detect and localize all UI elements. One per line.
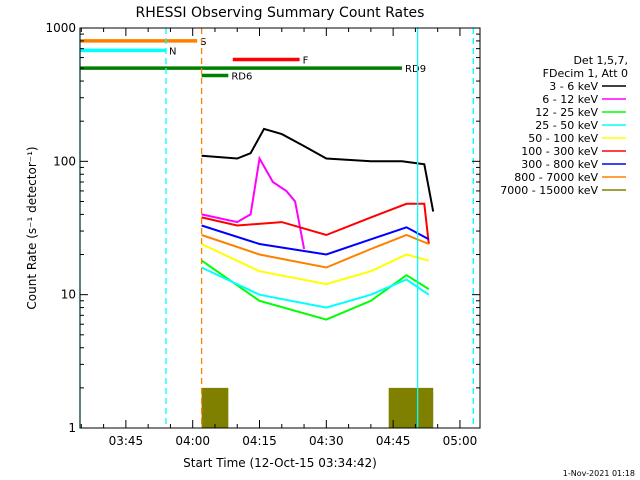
legend-label: 300 - 800 keV — [521, 158, 598, 171]
vertical-markers — [79, 28, 474, 428]
flag-label: RD9 — [405, 64, 426, 75]
chart-title: RHESSI Observing Summary Count Rates — [136, 5, 425, 21]
x-tick-label: 03:45 — [109, 434, 144, 448]
x-axis: 03:45 04:00 04:15 04:30 04:45 05:00 — [80, 28, 478, 448]
legend-label: 800 - 7000 keV — [514, 171, 598, 184]
plot-lines — [201, 127, 435, 428]
footer-date: 1-Nov-2021 01:18 — [563, 469, 635, 478]
flag-label: N — [169, 46, 176, 57]
plot-frame — [79, 27, 481, 429]
flag-label: S — [200, 37, 206, 48]
series-band — [388, 387, 434, 428]
flag-label: F — [303, 56, 309, 67]
series-band — [201, 387, 229, 428]
y-tick-label: 1 — [68, 421, 76, 435]
legend-label: 12 - 25 keV — [535, 106, 598, 119]
series-line — [201, 155, 306, 250]
series-line — [201, 127, 435, 212]
y-tick-label: 100 — [53, 154, 76, 168]
y-axis: 1 10 100 1000 — [45, 21, 480, 435]
y-tick-label: 1000 — [45, 21, 76, 35]
legend-header: FDecim 1, Att 0 — [543, 67, 628, 80]
x-tick-label: 05:00 — [443, 434, 478, 448]
legend-label: 7000 - 15000 keV — [500, 184, 598, 197]
x-tick-label: 04:45 — [376, 434, 411, 448]
x-tick-label: 04:00 — [175, 434, 210, 448]
series-line — [201, 266, 430, 309]
legend-label: 3 - 6 keV — [549, 80, 598, 93]
series-line — [201, 224, 430, 256]
x-tick-label: 04:30 — [309, 434, 344, 448]
y-axis-label: Count Rate (s⁻¹ detector⁻¹) — [25, 146, 39, 309]
series-line — [201, 202, 430, 245]
legend-label: 6 - 12 keV — [542, 93, 598, 106]
series-line — [201, 233, 430, 269]
legend-label: 100 - 300 keV — [521, 145, 598, 158]
legend-label: 25 - 50 keV — [535, 119, 598, 132]
series-line — [201, 259, 430, 321]
legend-header: Det 1,5,7, — [573, 54, 628, 67]
flag-bars: S N F RD9 RD6 — [80, 37, 426, 83]
legend-label: 50 - 100 keV — [528, 132, 598, 145]
x-tick-label: 04:15 — [242, 434, 277, 448]
y-tick-label: 10 — [61, 288, 76, 302]
x-axis-label: Start Time (12-Oct-15 03:34:42) — [183, 456, 377, 470]
series-line — [201, 243, 430, 286]
flag-label: RD6 — [231, 72, 252, 83]
